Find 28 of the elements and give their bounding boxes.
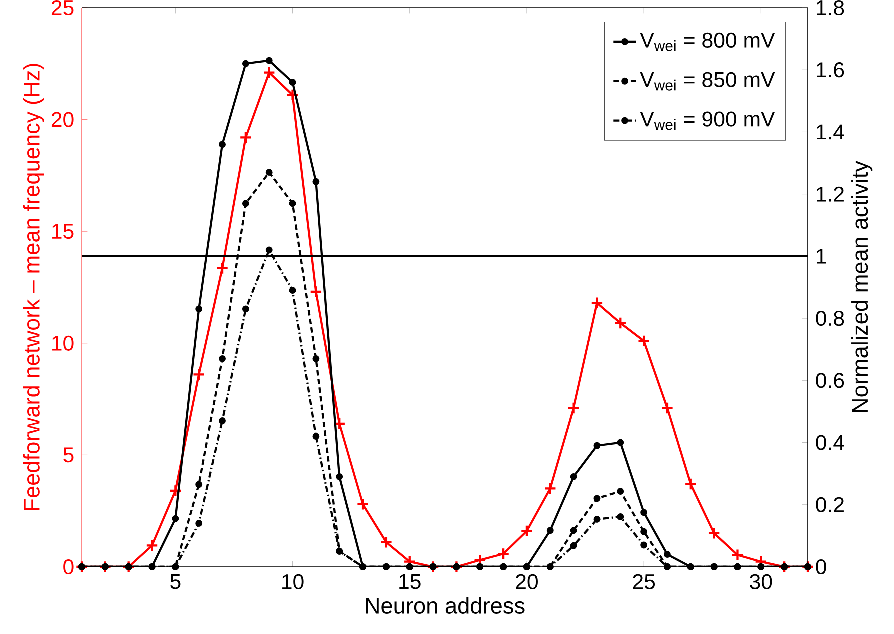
y-tick-label: 0 <box>64 559 74 575</box>
y-tick-label: 10 <box>52 336 74 351</box>
y2-axis-title: Normalized mean activity <box>852 160 873 412</box>
y-tick-label: 5 <box>64 448 74 463</box>
y2-tick-label: 1.6 <box>817 62 844 78</box>
x-axis-title: Neuron address <box>366 597 525 614</box>
x-tick-label: 10 <box>282 574 304 590</box>
x-tick-label: 25 <box>633 574 656 590</box>
y2-tick-label: 0.8 <box>816 311 844 326</box>
legend-label: V$_{wei}$ = 850 mV <box>640 72 776 91</box>
y2-tick-label: 0.6 <box>816 373 844 388</box>
x-tick-label: 20 <box>516 574 538 590</box>
y2-tick-label: 0.2 <box>816 497 844 512</box>
x-tick-label: 15 <box>400 574 421 590</box>
y2-tick-label: 0.4 <box>816 435 844 450</box>
x-tick-label: 30 <box>750 574 772 590</box>
y2-tick-label: 1.4 <box>817 124 844 140</box>
y-axis-title: Feedforward network – mean frequency (Hz) <box>23 64 44 510</box>
y-tick-label: 15 <box>52 224 74 240</box>
y2-tick-label: 1 <box>817 249 826 264</box>
x-tick-label: 5 <box>170 574 181 590</box>
y-tick-label: 25 <box>52 0 74 16</box>
y-tick-label: 20 <box>52 112 74 128</box>
y2-tick-label: 0 <box>816 559 826 575</box>
legend-label: V$_{wei}$ = 900 mV <box>640 112 776 130</box>
legend-label: V$_{wei}$ = 800 mV <box>640 32 776 52</box>
y2-tick-label: 1.8 <box>817 0 844 16</box>
y2-tick-label: 1.2 <box>817 186 844 202</box>
